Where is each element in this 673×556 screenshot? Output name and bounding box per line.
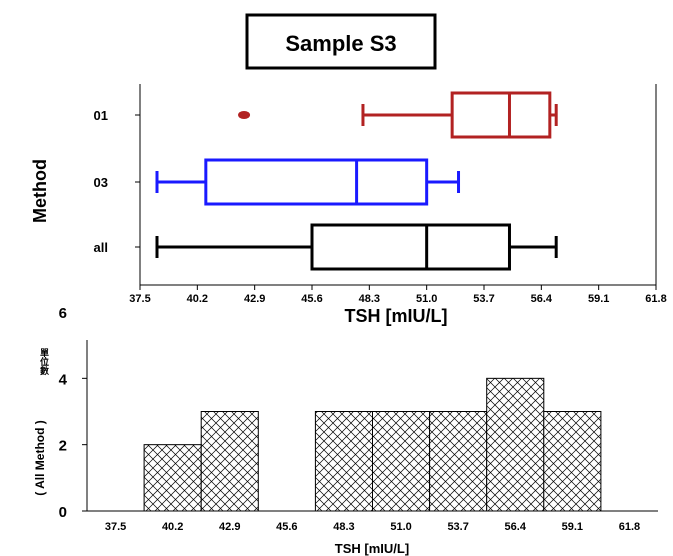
box-outlier-point (238, 111, 251, 119)
box-plot-x-tick-label: 61.8 (645, 293, 666, 305)
histogram-bar (486, 377, 545, 512)
box-iqr (310, 223, 511, 271)
histogram-y-tick-label: 2 (59, 438, 67, 455)
histogram-y-axis-label: ( All Method ) (33, 420, 47, 496)
histogram-y-axis-top-label: 單位數 (39, 348, 50, 376)
histogram-x-tick-label: 53.7 (447, 521, 468, 533)
histogram-x-tick-label: 51.0 (390, 521, 411, 533)
histogram-y-ticks: 0 2 4 6 (59, 305, 87, 521)
histogram-x-tick-label: 40.2 (162, 521, 183, 533)
box-plot-title-frame (245, 13, 437, 70)
box-plot-x-tick-label: 48.3 (359, 293, 380, 305)
histogram-x-tick-label: 37.5 (105, 521, 126, 533)
box-plot-x-tick-label: 40.2 (187, 293, 208, 305)
box-plot-y-ticks: 01 03 all (94, 108, 140, 255)
box-plot-x-tick-label: 37.5 (129, 293, 150, 305)
histogram-y-tick-label: 0 (59, 504, 67, 521)
box-plot-title: Sample S3 (285, 31, 396, 56)
histogram-x-tick-label: 48.3 (333, 521, 354, 533)
box-plot-y-tick-label: 01 (94, 108, 108, 123)
box-plot-x-tick-label: 45.6 (301, 293, 322, 305)
histogram-x-tick-label: 61.8 (619, 521, 640, 533)
box-plot-y-tick-label: all (94, 240, 108, 255)
histogram-bar (372, 411, 431, 512)
histogram-bars (143, 377, 602, 512)
box-plot-x-tick-label: 42.9 (244, 293, 265, 305)
histogram-x-axis-label: TSH [mIU/L] (335, 541, 409, 556)
histogram-bar (143, 444, 202, 512)
box-plot-axes (139, 84, 657, 286)
box-plot-series (155, 91, 558, 271)
box-iqr (450, 91, 552, 139)
histogram-x-tick-label: 42.9 (219, 521, 240, 533)
box-iqr (204, 158, 429, 206)
histogram-x-tick-label: 45.6 (276, 521, 297, 533)
histogram-x-tick-label: 59.1 (562, 521, 583, 533)
histogram-x-ticks: 37.5 40.2 42.9 45.6 48.3 51.0 53.7 56.4 59.1 61.8 (105, 521, 640, 533)
histogram-bar (429, 411, 488, 512)
box-plot-x-tick-label: 51.0 (416, 293, 437, 305)
box-plot-x-tick-label: 56.4 (531, 293, 553, 305)
histogram-y-tick-label: 4 (59, 371, 68, 388)
box-plot-x-ticks: 37.5 40.2 42.9 45.6 48.3 51.0 53.7 56.4 59.1 61.8 (129, 285, 667, 305)
histogram-bar (200, 411, 259, 512)
histogram-y-tick-label: 6 (59, 305, 67, 322)
box-plot-x-tick-label: 53.7 (473, 293, 494, 305)
histogram-x-tick-label: 56.4 (505, 521, 527, 533)
box-plot-y-axis-label: Method (30, 159, 50, 223)
box-plot-x-axis-label: TSH [mIU/L] (345, 306, 448, 326)
box-plot-x-tick-label: 59.1 (588, 293, 609, 305)
box-plot-y-tick-label: 03 (94, 175, 108, 190)
histogram-bar (314, 411, 373, 512)
histogram-bar (543, 411, 602, 512)
